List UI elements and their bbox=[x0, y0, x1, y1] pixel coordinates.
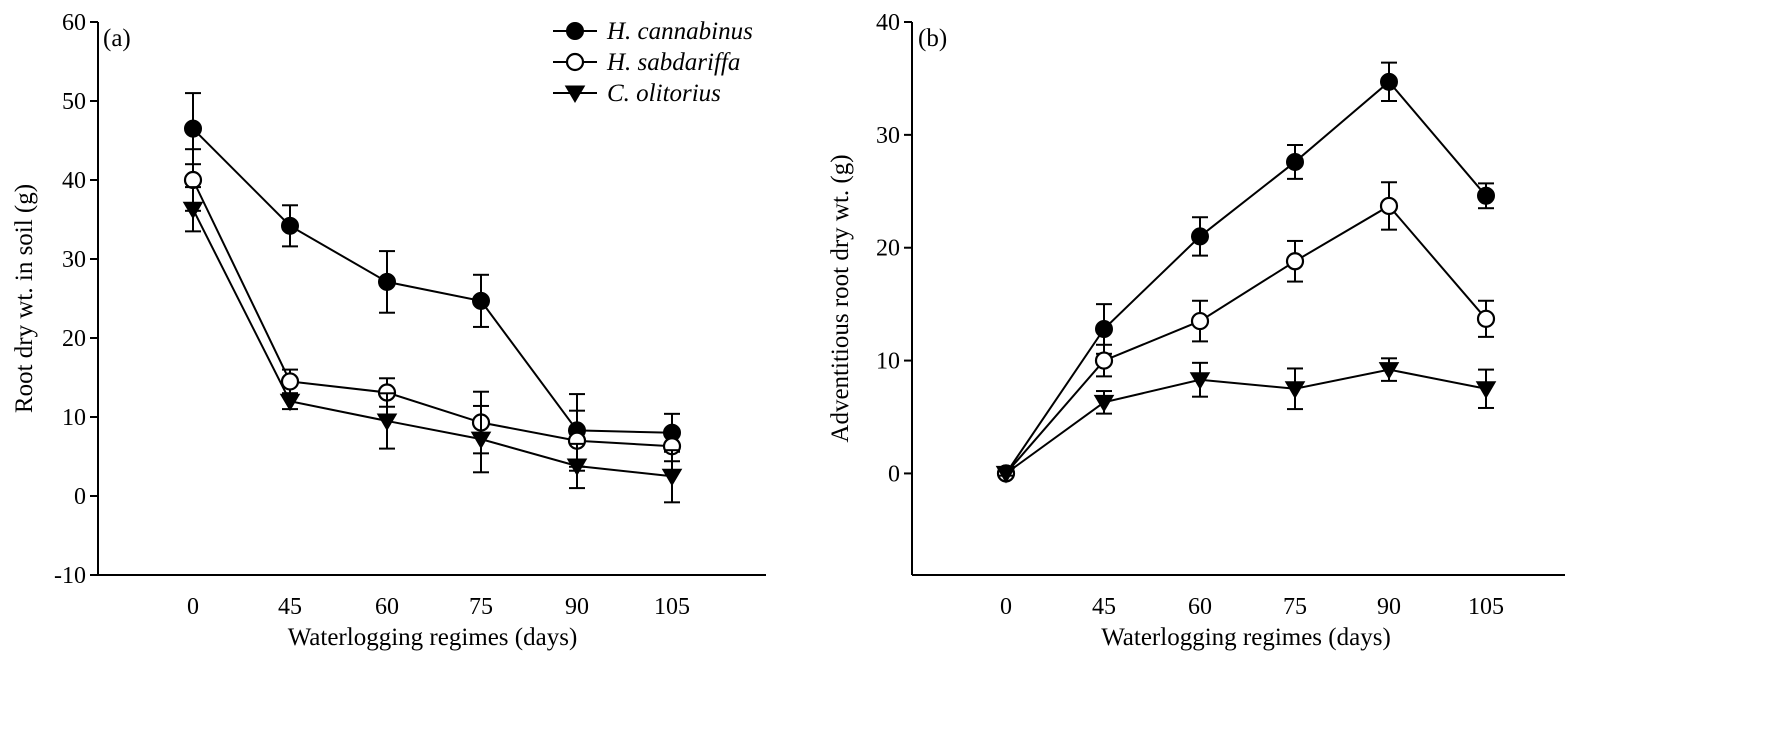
y-tick-label: 40 bbox=[876, 10, 900, 36]
data-point bbox=[280, 372, 300, 391]
data-point bbox=[378, 272, 396, 291]
data-point bbox=[472, 291, 490, 310]
y-tick-label: 0 bbox=[74, 484, 86, 510]
data-point bbox=[1191, 227, 1209, 246]
series-filled-triangle-down bbox=[182, 186, 683, 504]
series-open-circle bbox=[996, 181, 1496, 483]
x-tick-label: 0 bbox=[187, 594, 199, 620]
y-tick-label: 40 bbox=[62, 168, 86, 194]
series-line bbox=[1005, 204, 1487, 475]
data-point bbox=[1286, 152, 1304, 171]
data-point bbox=[1475, 381, 1497, 399]
data-point bbox=[281, 216, 299, 235]
series-line bbox=[192, 208, 673, 478]
panel-label: (a) bbox=[103, 25, 131, 52]
y-tick-label: 10 bbox=[62, 405, 86, 431]
data-point bbox=[1189, 372, 1211, 390]
legend-item: H. cannabinus bbox=[553, 18, 753, 45]
legend-label: H. cannabinus bbox=[606, 18, 753, 45]
data-point bbox=[376, 413, 398, 431]
x-axis-label: Waterlogging regimes (days) bbox=[1101, 624, 1391, 651]
data-point bbox=[661, 468, 683, 487]
series-line bbox=[1005, 80, 1487, 474]
x-tick-label: 90 bbox=[1377, 594, 1401, 620]
series-filled-triangle-down bbox=[995, 357, 1497, 484]
series-filled-circle bbox=[997, 61, 1495, 483]
y-tick-label: 30 bbox=[876, 123, 900, 149]
legend-item: H. sabdariffa bbox=[553, 49, 740, 76]
legend-label: C. olitorius bbox=[607, 80, 721, 107]
y-tick-label: 0 bbox=[888, 461, 900, 487]
chart-panel-b: 0 10 20 30 40 0 45 60 75 90 105 Waterlogging regime… bbox=[827, 10, 1565, 651]
data-point bbox=[470, 431, 492, 450]
y-axis-label: Root dry wt. in soil (g) bbox=[11, 184, 38, 413]
data-point bbox=[1095, 319, 1113, 338]
series-filled-circle bbox=[184, 92, 681, 468]
series-line bbox=[192, 179, 673, 448]
x-axis-label: Waterlogging regimes (days) bbox=[288, 624, 578, 651]
data-point bbox=[184, 119, 202, 138]
x-tick-label: 60 bbox=[375, 594, 399, 620]
panel-label: (b) bbox=[918, 25, 947, 52]
data-point bbox=[182, 201, 204, 220]
y-tick-label: 60 bbox=[62, 10, 86, 36]
x-tick-label: 90 bbox=[565, 594, 589, 620]
data-point bbox=[1380, 72, 1398, 91]
legend-marker bbox=[566, 22, 584, 40]
x-tick-label: 45 bbox=[278, 594, 302, 620]
data-point bbox=[1477, 186, 1495, 205]
series-line bbox=[192, 127, 673, 434]
legend: H. cannabinus H. sabdariffa C. olitorius bbox=[553, 18, 753, 107]
x-tick-label: 105 bbox=[654, 594, 690, 620]
data-point bbox=[183, 170, 203, 190]
data-point bbox=[1190, 311, 1210, 331]
legend-marker bbox=[565, 52, 585, 72]
legend-label: H. sabdariffa bbox=[606, 49, 740, 76]
x-tick-label: 75 bbox=[469, 594, 493, 620]
y-tick-label: 50 bbox=[62, 89, 86, 115]
y-tick-label: -10 bbox=[54, 563, 86, 589]
legend-marker bbox=[564, 85, 586, 104]
y-tick-label: 30 bbox=[62, 247, 86, 273]
data-point bbox=[995, 465, 1017, 484]
legend-item: C. olitorius bbox=[553, 80, 721, 107]
data-point bbox=[279, 393, 301, 412]
x-tick-label: 45 bbox=[1092, 594, 1116, 620]
y-tick-label: 20 bbox=[876, 236, 900, 262]
y-tick-label: 20 bbox=[62, 326, 86, 352]
data-point bbox=[566, 458, 588, 477]
y-tick-label: 10 bbox=[876, 349, 900, 375]
series-line bbox=[1005, 368, 1487, 475]
chart-panel-a: -10 0 10 20 30 40 50 60 0 45 60 75 90 105 Waterlogging… bbox=[11, 10, 766, 651]
x-tick-label: 105 bbox=[1468, 594, 1504, 620]
data-point bbox=[1284, 381, 1306, 399]
x-tick-label: 0 bbox=[1000, 594, 1012, 620]
data-point bbox=[1476, 309, 1496, 328]
y-axis-label: Adventitious root dry wt. (g) bbox=[827, 154, 854, 442]
data-point bbox=[1094, 351, 1114, 370]
x-tick-label: 60 bbox=[1188, 594, 1212, 620]
data-point bbox=[1379, 196, 1399, 216]
series-open-circle bbox=[183, 148, 682, 472]
data-point bbox=[1093, 394, 1115, 413]
x-tick-label: 75 bbox=[1283, 594, 1307, 620]
data-point bbox=[1378, 362, 1400, 380]
data-point bbox=[1285, 252, 1305, 271]
